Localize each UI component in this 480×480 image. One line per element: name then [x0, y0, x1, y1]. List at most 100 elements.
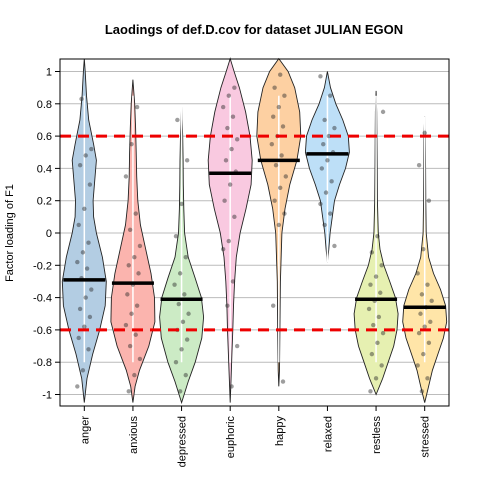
data-point	[184, 158, 190, 163]
data-point	[373, 274, 379, 279]
data-point	[176, 301, 181, 307]
violin-stressed	[402, 116, 448, 403]
data-point	[426, 198, 432, 203]
y-tick-label: -0.8	[33, 357, 52, 369]
data-point	[321, 141, 326, 147]
data-point	[319, 166, 325, 171]
data-point	[223, 158, 229, 163]
data-point	[75, 384, 80, 389]
data-point	[278, 72, 283, 77]
data-point	[269, 141, 275, 147]
data-point	[416, 162, 422, 168]
data-point	[379, 263, 384, 268]
data-point	[83, 295, 88, 300]
data-point	[173, 360, 179, 365]
data-point	[126, 389, 131, 394]
data-point	[175, 117, 180, 123]
data-point	[76, 335, 81, 341]
y-tick-label: -0.4	[33, 293, 52, 305]
y-tick-label: 0.8	[37, 99, 52, 111]
data-point	[318, 74, 323, 79]
data-point	[369, 351, 375, 357]
data-point	[273, 162, 279, 168]
data-point	[332, 125, 337, 131]
data-point	[227, 182, 233, 187]
x-tick-label: restless	[371, 416, 383, 454]
chart-title: Laodings of def.D.cov for dataset JULIAN…	[105, 22, 403, 37]
data-point	[415, 271, 420, 276]
data-point	[234, 343, 240, 349]
data-point	[234, 137, 240, 142]
data-point	[134, 303, 140, 308]
data-point	[84, 266, 90, 271]
x-tick-label: relaxed	[322, 416, 334, 452]
data-point	[80, 368, 86, 373]
data-point	[328, 211, 333, 216]
data-point	[272, 198, 277, 203]
data-point	[415, 363, 420, 368]
data-point	[419, 389, 425, 394]
y-tick-label: -0.6	[33, 325, 52, 337]
data-point	[87, 182, 93, 187]
data-point	[366, 306, 372, 312]
data-point	[129, 311, 134, 316]
y-tick-label: -0.2	[33, 260, 52, 272]
data-point	[368, 282, 373, 287]
data-point	[133, 211, 138, 216]
x-tick-label: happy	[274, 416, 286, 446]
data-point	[368, 389, 373, 394]
data-point	[276, 222, 282, 228]
data-point	[280, 124, 286, 129]
data-point	[183, 372, 188, 378]
violin-depressed	[159, 106, 205, 405]
data-point	[373, 376, 379, 381]
y-tick-label: 0.4	[37, 163, 52, 175]
data-point	[318, 201, 323, 207]
data-point	[132, 255, 137, 260]
data-point	[127, 343, 133, 349]
data-point	[86, 347, 91, 352]
data-point	[271, 114, 276, 119]
data-point	[136, 271, 141, 276]
data-point	[132, 372, 137, 378]
data-point	[179, 201, 184, 207]
data-point	[220, 104, 226, 110]
data-point	[75, 259, 80, 265]
data-point	[229, 146, 234, 152]
data-point	[276, 104, 282, 110]
data-point	[323, 190, 329, 195]
data-point	[419, 292, 425, 297]
violin-relaxed	[304, 71, 350, 263]
data-point	[371, 322, 376, 328]
violin-anger	[61, 58, 107, 403]
data-point	[229, 384, 234, 389]
data-point	[280, 379, 286, 384]
data-point	[86, 240, 91, 245]
x-tick-label: depressed	[177, 416, 189, 467]
data-point	[279, 153, 284, 158]
data-point	[225, 125, 230, 131]
data-point	[87, 314, 93, 320]
data-point	[76, 222, 81, 228]
data-point	[282, 211, 287, 216]
data-point	[186, 311, 191, 316]
data-point	[79, 96, 84, 102]
data-point	[429, 298, 434, 304]
data-point	[77, 162, 83, 168]
y-axis-label: Factor loading of F1	[4, 184, 16, 282]
data-point	[232, 214, 237, 220]
data-point	[421, 246, 426, 252]
data-point	[183, 255, 188, 260]
data-point	[226, 93, 231, 98]
data-point	[177, 389, 183, 394]
data-point	[272, 85, 277, 90]
data-point	[428, 319, 433, 325]
data-point	[378, 290, 383, 295]
x-tick-label: anger	[79, 416, 91, 444]
data-point	[426, 340, 432, 346]
data-point	[326, 133, 332, 139]
data-point	[232, 85, 237, 90]
data-point	[172, 282, 177, 287]
data-point	[89, 287, 94, 292]
